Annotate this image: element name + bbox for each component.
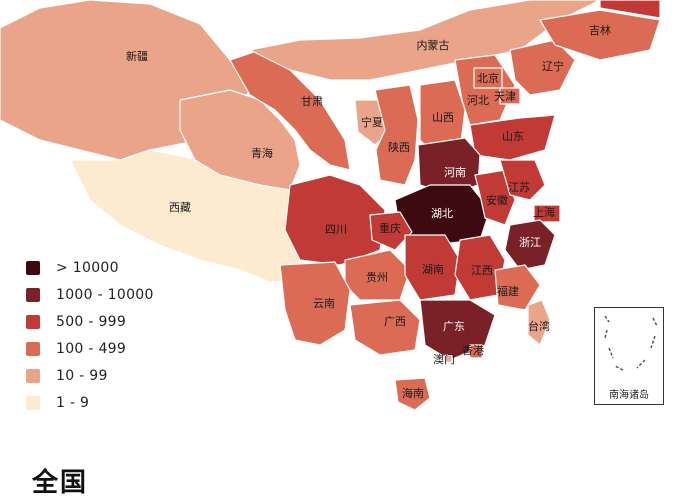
province-label: 四川 <box>325 223 347 236</box>
legend-item[interactable]: > 10000 <box>26 254 154 281</box>
province-region[interactable] <box>494 264 541 311</box>
province-label: 浙江 <box>519 236 541 249</box>
province-label: 上海 <box>533 205 555 219</box>
province-label: 内蒙古 <box>417 38 450 52</box>
province-label: 河北 <box>467 94 489 107</box>
legend-swatch <box>26 314 40 329</box>
province-label: 河南 <box>444 166 466 179</box>
china-map: 新疆西藏 青海 甘肃 内蒙古宁夏 陕西 山西 河北 北京天津 辽宁 吉林山东河南湖北 安徽 江苏 上海浙… <box>0 0 661 411</box>
province-region[interactable] <box>499 87 521 105</box>
province-label: 香港 <box>462 344 484 357</box>
legend-swatch <box>26 260 40 275</box>
province-label: 西藏 <box>169 201 191 214</box>
province-label: 安徽 <box>486 193 508 207</box>
legend-label: 10 - 99 <box>56 367 108 384</box>
province-label: 辽宁 <box>542 59 564 73</box>
province-region[interactable] <box>599 0 661 19</box>
province-label: 重庆 <box>379 221 401 235</box>
inset-islands-graphic <box>604 315 658 371</box>
legend-label: 100 - 499 <box>56 340 127 357</box>
province-label: 山西 <box>432 111 454 124</box>
province-region[interactable] <box>539 9 661 61</box>
legend-item[interactable]: 1000 - 10000 <box>26 281 154 308</box>
province-region[interactable] <box>469 344 483 359</box>
legend-item[interactable]: 10 - 99 <box>26 362 154 389</box>
province-region[interactable] <box>349 299 421 356</box>
province-region[interactable] <box>404 234 461 301</box>
province-label: 云南 <box>313 297 335 310</box>
province-label: 吉林 <box>589 23 611 37</box>
province-label: 广东 <box>443 320 465 333</box>
province-label: 甘肃 <box>301 95 323 108</box>
province-region[interactable] <box>369 211 413 251</box>
inset-label: 南海诸岛 <box>609 390 649 401</box>
province-region[interactable] <box>394 377 431 411</box>
legend-item[interactable]: 100 - 499 <box>26 335 154 362</box>
province-region[interactable] <box>533 204 561 223</box>
province-label: 北京 <box>477 71 499 85</box>
province-label: 山东 <box>502 130 524 143</box>
province-label: 海南 <box>402 386 424 400</box>
map-legend: > 10000 1000 - 10000 500 - 999 100 - 499… <box>26 254 154 416</box>
province-region[interactable] <box>504 219 556 271</box>
province-label: 福建 <box>497 284 519 298</box>
legend-item[interactable]: 500 - 999 <box>26 308 154 335</box>
province-label: 湖北 <box>431 207 453 220</box>
south-china-sea-inset: 南海诸岛 <box>594 307 664 405</box>
province-label: 江西 <box>471 264 493 277</box>
province-region[interactable] <box>284 174 386 266</box>
legend-swatch <box>26 368 40 383</box>
legend-swatch <box>26 287 40 302</box>
province-region[interactable] <box>444 354 453 363</box>
province-label: 江苏 <box>508 181 530 194</box>
province-label: 陕西 <box>388 140 410 154</box>
province-label: 广西 <box>384 315 406 328</box>
province-label: 贵州 <box>366 271 388 284</box>
legend-label: > 10000 <box>56 259 119 276</box>
legend-label: 1 - 9 <box>56 394 90 411</box>
province-label: 湖南 <box>422 263 444 276</box>
province-label: 澳门 <box>433 352 455 366</box>
province-label: 天津 <box>494 90 516 103</box>
province-region[interactable] <box>499 159 546 201</box>
province-label: 青海 <box>251 146 273 160</box>
legend-item[interactable]: 1 - 9 <box>26 389 154 416</box>
province-label: 台湾 <box>528 319 550 333</box>
legend-swatch <box>26 341 40 356</box>
legend-label: 1000 - 10000 <box>56 286 154 303</box>
province-region[interactable] <box>527 299 551 346</box>
legend-label: 500 - 999 <box>56 313 127 330</box>
province-label: 宁夏 <box>361 115 383 129</box>
province-label: 新疆 <box>126 49 148 63</box>
region-title: 全国 <box>32 468 89 498</box>
province-region[interactable] <box>374 84 419 186</box>
province-region[interactable] <box>279 261 351 346</box>
legend-swatch <box>26 395 40 410</box>
